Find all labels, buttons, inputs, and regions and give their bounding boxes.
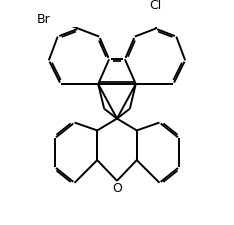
- Text: Cl: Cl: [150, 0, 162, 12]
- Text: Br: Br: [37, 13, 51, 26]
- Text: O: O: [112, 182, 122, 195]
